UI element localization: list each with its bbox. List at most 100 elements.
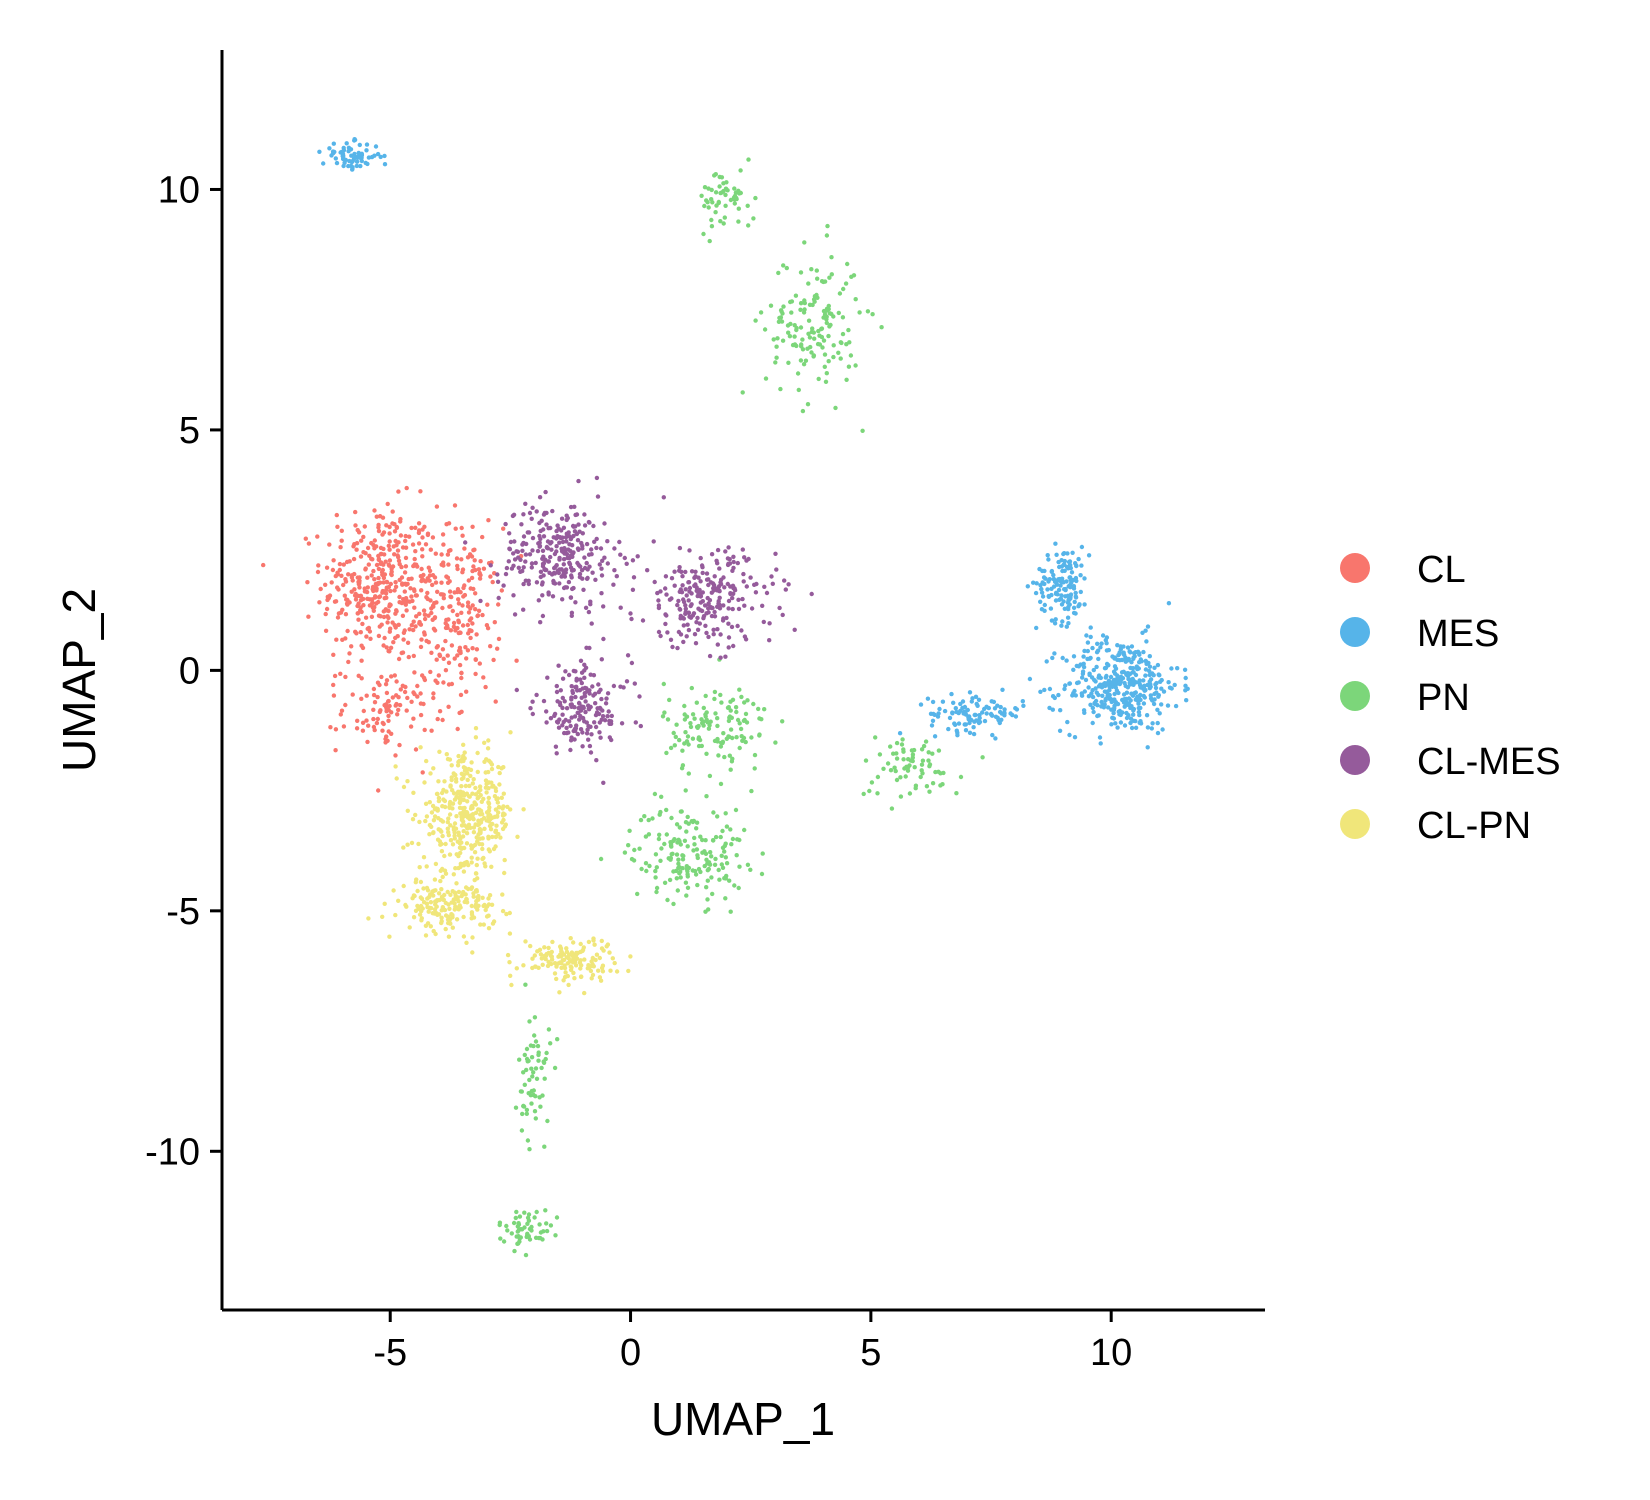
point <box>346 572 351 577</box>
point <box>749 735 754 740</box>
point <box>1086 553 1092 558</box>
point <box>674 822 680 827</box>
point <box>1104 641 1109 646</box>
point <box>432 907 438 912</box>
point <box>1152 691 1157 697</box>
point <box>746 157 751 162</box>
point <box>446 816 451 821</box>
point <box>358 163 363 169</box>
point <box>456 865 461 871</box>
point <box>1116 690 1121 696</box>
point <box>411 619 416 624</box>
point <box>477 784 483 789</box>
point <box>520 548 525 553</box>
point <box>928 711 934 716</box>
point <box>1050 707 1056 712</box>
point <box>605 942 611 947</box>
point <box>341 154 346 160</box>
point <box>789 310 794 315</box>
point <box>355 611 360 616</box>
point <box>417 865 422 870</box>
point <box>678 613 683 619</box>
point <box>519 1089 524 1094</box>
point <box>459 815 464 820</box>
point <box>393 580 398 585</box>
point <box>359 538 364 543</box>
point <box>438 868 443 873</box>
point <box>798 270 804 275</box>
point <box>417 912 423 917</box>
point <box>369 614 375 619</box>
point <box>596 682 601 687</box>
point <box>523 939 528 944</box>
point <box>387 602 392 607</box>
point <box>1094 650 1100 655</box>
point <box>451 771 456 776</box>
point <box>930 699 936 705</box>
point <box>459 557 464 562</box>
point <box>437 709 443 714</box>
point <box>365 545 371 551</box>
point <box>722 585 727 590</box>
point <box>422 612 428 617</box>
point <box>827 275 832 280</box>
point <box>839 340 844 346</box>
point <box>338 545 343 550</box>
point <box>422 780 427 785</box>
point <box>701 231 706 237</box>
point <box>462 546 467 551</box>
point <box>986 705 991 711</box>
point <box>1082 576 1087 581</box>
point <box>501 526 506 531</box>
x-tick-label: 10 <box>1090 1332 1132 1374</box>
point <box>473 671 478 677</box>
point <box>479 817 484 823</box>
point <box>383 559 388 564</box>
point <box>580 531 585 536</box>
point <box>857 310 862 315</box>
point <box>786 360 791 365</box>
point <box>400 613 406 618</box>
point <box>364 693 369 698</box>
point <box>663 586 668 591</box>
point <box>429 728 434 733</box>
point <box>704 885 709 890</box>
point <box>787 334 793 339</box>
point <box>587 691 592 696</box>
point <box>664 807 669 813</box>
point <box>627 828 632 833</box>
point <box>430 535 436 540</box>
point <box>387 539 392 544</box>
point <box>411 653 416 659</box>
point <box>639 866 644 872</box>
point <box>1057 576 1062 582</box>
point <box>989 699 994 704</box>
point <box>473 657 478 662</box>
point <box>420 770 425 775</box>
point <box>699 743 704 749</box>
point <box>366 723 371 728</box>
point <box>449 900 454 905</box>
axes-layer <box>220 50 1265 1312</box>
point <box>1133 690 1139 695</box>
point <box>1102 666 1108 671</box>
point <box>488 574 493 579</box>
point <box>657 832 662 837</box>
point <box>1067 732 1072 738</box>
point <box>522 1210 527 1215</box>
point <box>371 568 376 574</box>
point <box>486 902 492 907</box>
point <box>671 869 676 874</box>
point <box>1039 590 1045 595</box>
point <box>879 325 884 330</box>
point <box>550 508 555 514</box>
point <box>688 603 693 609</box>
point <box>338 610 344 615</box>
point <box>1185 686 1190 691</box>
point <box>482 740 487 745</box>
point <box>381 643 386 648</box>
point <box>548 525 553 531</box>
point <box>389 731 394 736</box>
point <box>416 528 422 533</box>
point <box>1056 587 1062 593</box>
